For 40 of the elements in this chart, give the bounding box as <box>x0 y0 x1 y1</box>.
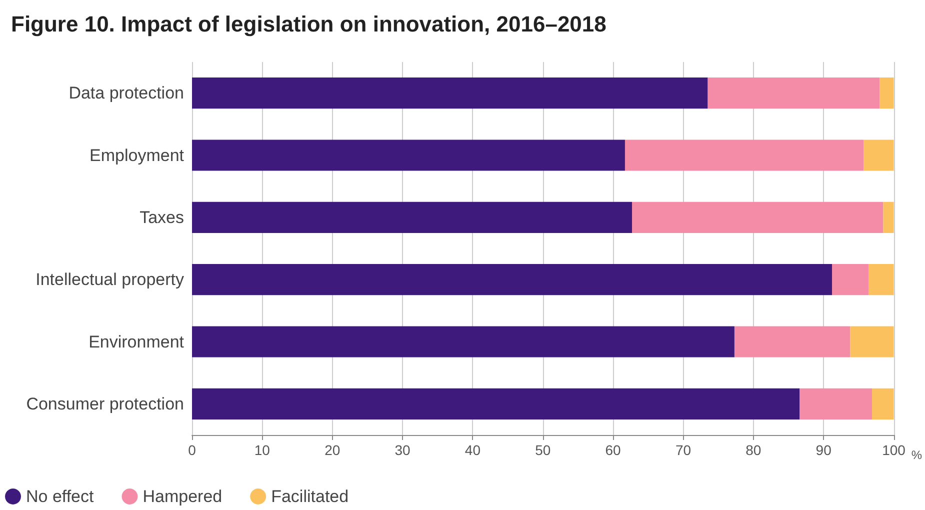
y-tick-label: Intellectual property <box>36 270 184 290</box>
bar <box>864 140 894 171</box>
bar <box>868 264 894 296</box>
bar <box>192 264 832 296</box>
legend-label: Hampered <box>142 487 222 506</box>
x-tick-label: 30 <box>394 442 411 458</box>
bar <box>192 78 708 109</box>
x-tick-label: 50 <box>535 442 551 458</box>
bar <box>832 264 868 296</box>
bar <box>850 326 894 358</box>
legend-label: Facilitated <box>271 487 349 506</box>
bar <box>192 202 632 233</box>
y-tick-label: Employment <box>90 146 184 165</box>
bar <box>800 388 872 420</box>
x-tick-label: 60 <box>605 442 622 458</box>
bar <box>708 78 880 109</box>
bar <box>192 140 625 171</box>
bar <box>880 78 894 109</box>
chart-title: Figure 10. Impact of legislation on innovation, 2016–2018 <box>11 12 606 36</box>
x-tick-label: 40 <box>464 442 481 458</box>
x-tick-label: 80 <box>746 442 762 458</box>
x-tick-label: 10 <box>254 442 270 458</box>
bar <box>632 202 884 233</box>
x-tick-label: 0 <box>188 442 196 458</box>
y-tick-label: Environment <box>88 332 184 352</box>
x-tick-label: 20 <box>324 442 340 458</box>
x-tick-label: 90 <box>816 442 832 458</box>
bar <box>734 326 850 358</box>
bar <box>192 388 800 420</box>
legend-label: No effect <box>26 487 94 506</box>
bar <box>624 140 864 171</box>
x-tick-label: 70 <box>675 442 692 458</box>
bar <box>192 326 734 358</box>
y-tick-label: Data protection <box>68 84 184 103</box>
bar <box>872 388 894 420</box>
bar <box>883 202 894 233</box>
y-tick-label: Taxes <box>140 208 184 227</box>
x-tick-label: 100 <box>882 442 906 458</box>
y-tick-label: Consumer protection <box>26 394 184 414</box>
x-axis-title: % <box>911 448 922 462</box>
